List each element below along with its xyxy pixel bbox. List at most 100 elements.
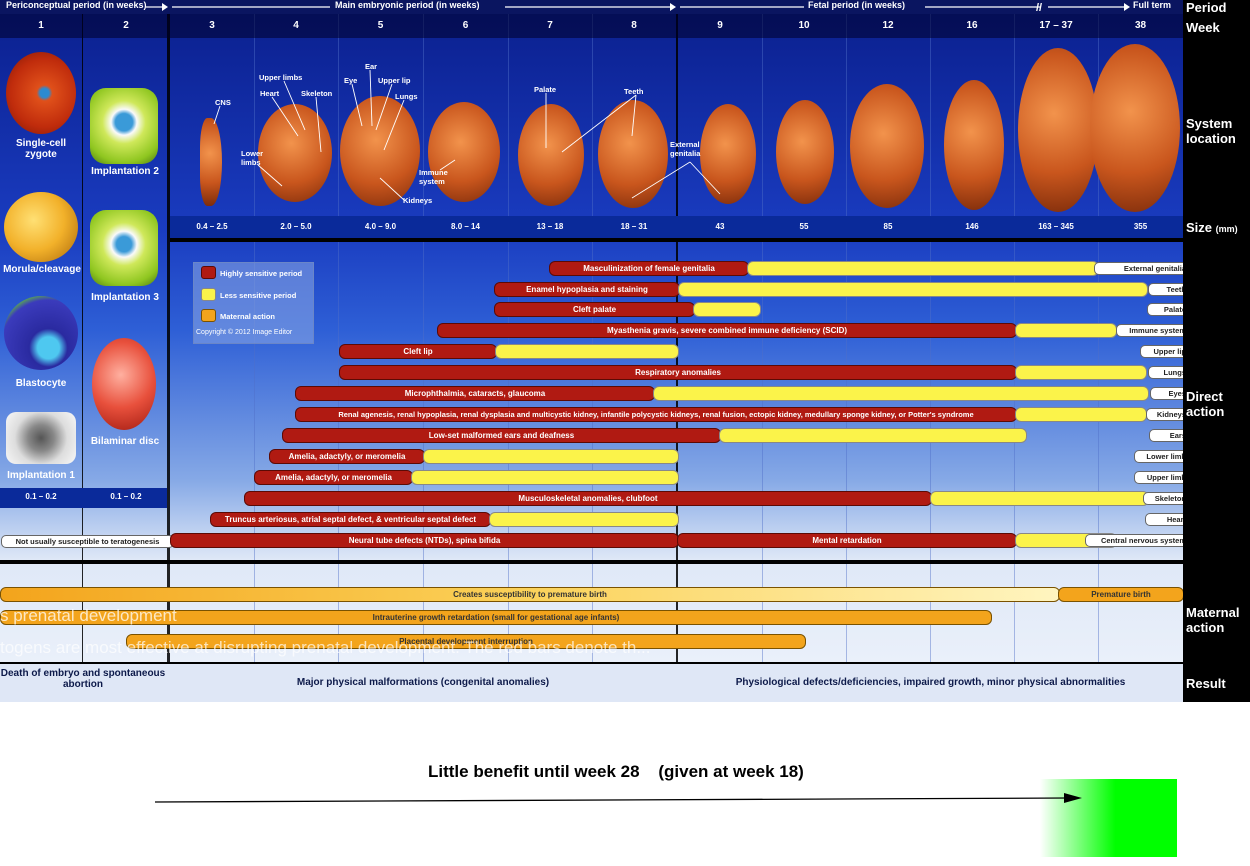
size-label: 0.1 – 0.2: [25, 492, 57, 501]
week-label: 8: [631, 20, 637, 31]
bar-yellow: [1015, 323, 1117, 338]
fetus-week38: [1090, 44, 1180, 212]
bar-red: Amelia, adactyly, or meromelia: [254, 470, 413, 485]
size-label: 43: [715, 222, 725, 231]
sidebar-period: Period: [1186, 0, 1227, 15]
size-row-band: [170, 216, 1183, 238]
week-row-band: [0, 14, 1183, 38]
tag-teeth: Teeth: [1148, 283, 1191, 296]
bar-red: Enamel hypoplasia and staining: [494, 282, 680, 297]
week-label: 16: [966, 20, 978, 31]
bar-red: Neural tube defects (NTDs), spina bifida: [170, 533, 679, 548]
size-label: 2.0 – 5.0: [280, 222, 312, 231]
bar-maternal: Premature birth: [1058, 587, 1184, 602]
sidebar-direct-action: Direct action: [1186, 389, 1225, 419]
size-label: 163 – 345: [1038, 222, 1074, 231]
period-embryonic: Main embryonic period (in weeks): [335, 0, 480, 10]
morula-image: [4, 192, 78, 262]
bar-yellow: [719, 428, 1027, 443]
bar-yellow: [653, 386, 1149, 401]
embryo-week7: [518, 104, 584, 206]
size-label: 0.1 – 0.2: [110, 492, 142, 501]
label-lungs: Lungs: [395, 92, 418, 101]
embryo-week6: [428, 102, 500, 202]
fetus-week9: [700, 104, 756, 204]
week-label: 4: [293, 20, 299, 31]
size-label: 85: [883, 222, 893, 231]
annotation-given: (given at week 18): [658, 762, 804, 781]
bar-red: Cleft palate: [494, 302, 695, 317]
bar-red: Musculoskeletal anomalies, clubfoot: [244, 491, 932, 506]
grid-line: [930, 14, 931, 702]
grid-line: [338, 14, 339, 702]
fetus-week17-37: [1018, 48, 1098, 212]
size-label: 55: [799, 222, 809, 231]
bar-red: Truncus arteriosus, atrial septal defect…: [210, 512, 491, 527]
zygote-image: [6, 52, 76, 134]
tag-skeleton: Skeleton: [1143, 492, 1191, 505]
period-arrows: //: [146, 2, 1130, 14]
bar-maternal: Intrauterine growth retardation (small f…: [0, 610, 992, 625]
sidebar-size: Size (mm): [1186, 220, 1238, 237]
week-label: 17 – 37: [1039, 20, 1073, 31]
result-physiological: Physiological defects/deficiencies, impa…: [735, 677, 1126, 688]
bar-yellow: [411, 470, 679, 485]
label-upper-lip: Upper lip: [378, 76, 411, 85]
early-size-band: [0, 488, 167, 508]
size-label: 8.0 – 14: [451, 222, 480, 231]
grid-line: [846, 14, 847, 702]
sidebar-maternal-action: Maternal action: [1186, 605, 1240, 635]
legend-maternal: Maternal action: [220, 312, 276, 321]
label-upper-limbs: Upper limbs: [259, 73, 303, 82]
week-label: 3: [209, 20, 215, 31]
grid-line: [254, 14, 255, 702]
week-label: 1: [38, 20, 44, 31]
green-gradient-block: [1040, 779, 1177, 857]
size-label: 4.0 – 9.0: [364, 222, 397, 231]
organ-pointer-lines: [213, 69, 721, 201]
tag-immune-system: Immune system: [1116, 324, 1191, 337]
embryo-week3: [200, 118, 222, 206]
bar-red: Masculinization of female genitalia: [549, 261, 749, 276]
bar-yellow: [1015, 365, 1147, 380]
result-row-band: [0, 662, 1183, 702]
sidebar-size-unit: (mm): [1215, 224, 1238, 234]
blastocyte-image: [4, 296, 78, 370]
sidebar-system-location: System location: [1186, 116, 1236, 146]
embryo-week4: [258, 104, 332, 202]
legend-less: Less sensitive period: [220, 291, 297, 300]
bar-maternal: Creates susceptibility to premature birt…: [0, 587, 1060, 602]
tag-central-nervous-system: Central nervous system: [1085, 534, 1191, 547]
embryo-week8: [598, 100, 668, 208]
zygote-label: Single-cell zygote: [15, 138, 66, 160]
overlay-caption: s prenatal development: [0, 606, 177, 625]
implantation1-label: Implantation 1: [7, 470, 75, 481]
section-divider: [0, 560, 1183, 564]
bilaminar-label: Bilaminar disc: [90, 436, 160, 447]
implantation2-label: Implantation 2: [91, 166, 159, 177]
week-label: 2: [123, 20, 129, 31]
label-cns: CNS: [215, 98, 231, 107]
sidebar: [1183, 0, 1250, 702]
bar-yellow: [930, 491, 1149, 506]
legend-swatch-orange: [201, 309, 216, 322]
label-external-genitalia: External genitalia: [670, 140, 701, 158]
label-lower-limbs: Lower limbs: [241, 149, 264, 167]
bar-yellow: [1015, 407, 1147, 422]
bar-red: Respiratory anomalies: [339, 365, 1017, 380]
blastocyte-label: Blastocyte: [15, 378, 67, 389]
label-skeleton: Skeleton: [301, 89, 333, 98]
week-label: 9: [717, 20, 723, 31]
grid-line: [762, 14, 763, 702]
bar-red: Renal agenesis, renal hypoplasia, renal …: [295, 407, 1017, 422]
embryo-week5: [340, 96, 420, 206]
size-label: 18 – 31: [620, 222, 648, 231]
bar-red: Low-set malformed ears and deafness: [282, 428, 721, 443]
bar-red: Amelia, adactyly, or meromelia: [269, 449, 425, 464]
week-label: 5: [377, 20, 384, 31]
fetus-week10: [776, 100, 834, 204]
week-label: 6: [462, 20, 469, 31]
fetus-week12: [850, 84, 924, 208]
grid-line: [82, 14, 83, 702]
implantation3-label: Implantation 3: [91, 292, 159, 303]
